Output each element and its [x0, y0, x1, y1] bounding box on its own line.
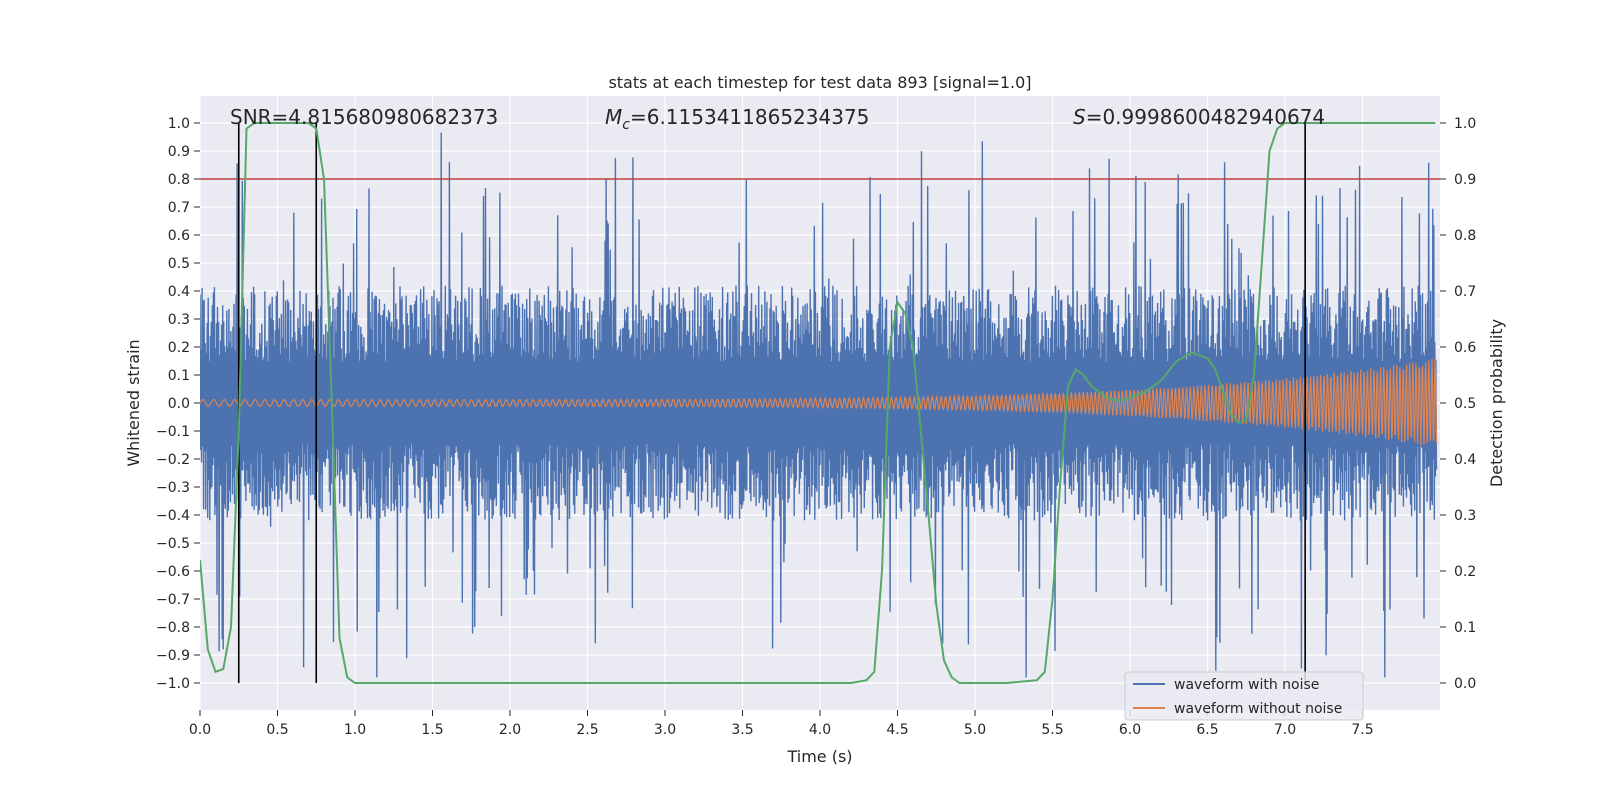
x-tick-label: 4.0 [809, 722, 831, 738]
x-tick-label: 1.5 [421, 722, 443, 738]
left-axis-ticks: 1.0 0.9 0.8 0.7 0.6 0.5 0.4 0.3 0.2 0.1 0.0 −0.1 −0.… [156, 116, 200, 692]
legend: waveform with noise waveform without noi… [1124, 671, 1364, 721]
score-value: =0.9998600482940674 [1086, 105, 1325, 129]
x-tick-label: 1.0 [344, 722, 366, 738]
chirp-mass-subscript: c [622, 117, 630, 133]
y2-axis-title: Detection probability [1487, 319, 1506, 487]
y-tick-label: −0.3 [156, 480, 190, 496]
x-tick-label: 0.0 [189, 722, 211, 738]
y2-tick-label: 0.6 [1454, 340, 1476, 356]
y-tick-label: −0.6 [156, 564, 190, 580]
right-axis-ticks: 1.0 0.9 0.8 0.7 0.6 0.5 0.4 0.3 0.2 0.1 0.0 [1440, 116, 1476, 692]
y-axis-title: Whitened strain [124, 339, 143, 466]
y2-tick-label: 0.7 [1454, 284, 1476, 300]
y2-tick-label: 0.4 [1454, 452, 1476, 468]
y-tick-label: −0.8 [156, 620, 190, 636]
x-tick-label: 3.0 [654, 722, 676, 738]
y2-tick-label: 1.0 [1454, 116, 1476, 132]
y-tick-label: 0.8 [168, 172, 190, 188]
noise-waveform-line [200, 132, 1438, 678]
y-tick-label: 0.5 [168, 256, 190, 272]
x-tick-label: 2.0 [499, 722, 521, 738]
chirp-mass-annotation: Mc=6.1153411865234375 [605, 105, 869, 133]
y-tick-label: −0.4 [156, 508, 190, 524]
y-tick-label: −1.0 [156, 676, 190, 692]
y-tick-label: −0.5 [156, 536, 190, 552]
chart-title: stats at each timestep for test data 893… [608, 73, 1031, 92]
x-tick-label: 5.0 [964, 722, 986, 738]
x-tick-label: 2.5 [576, 722, 598, 738]
y2-tick-label: 0.3 [1454, 508, 1476, 524]
y-tick-label: 0.7 [168, 200, 190, 216]
x-tick-label: 0.5 [266, 722, 288, 738]
x-tick-label: 7.5 [1351, 722, 1373, 738]
y-tick-label: −0.7 [156, 592, 190, 608]
y-tick-label: 0.4 [168, 284, 190, 300]
y-tick-label: 0.2 [168, 340, 190, 356]
chirp-mass-symbol: M [605, 105, 622, 129]
legend-box [1124, 671, 1364, 721]
y2-tick-label: 0.5 [1454, 396, 1476, 412]
y-tick-label: 0.0 [168, 396, 190, 412]
x-tick-label: 3.5 [731, 722, 753, 738]
y2-tick-label: 0.8 [1454, 228, 1476, 244]
legend-label-noise: waveform with noise [1174, 677, 1319, 693]
x-tick-label: 6.0 [1119, 722, 1141, 738]
y2-tick-label: 0.0 [1454, 676, 1476, 692]
legend-label-clean: waveform without noise [1174, 701, 1342, 717]
score-annotation: S=0.9998600482940674 [1073, 105, 1325, 129]
y-tick-label: 0.3 [168, 312, 190, 328]
y-tick-label: −0.1 [156, 424, 190, 440]
x-tick-label: 7.0 [1274, 722, 1296, 738]
score-symbol: S [1073, 105, 1086, 129]
x-tick-label: 5.5 [1041, 722, 1063, 738]
y-tick-label: 1.0 [168, 116, 190, 132]
x-axis-title: Time (s) [786, 747, 852, 766]
x-tick-label: 6.5 [1196, 722, 1218, 738]
y2-tick-label: 0.2 [1454, 564, 1476, 580]
y-tick-label: 0.6 [168, 228, 190, 244]
detection-probability-line [200, 122, 1436, 684]
y2-tick-label: 0.9 [1454, 172, 1476, 188]
y-tick-label: −0.2 [156, 452, 190, 468]
y-tick-label: 0.1 [168, 368, 190, 384]
clean-waveform-line [200, 358, 1438, 446]
snr-annotation: SNR=4.815680980682373 [230, 105, 498, 129]
y-tick-label: 0.9 [168, 144, 190, 160]
x-tick-label: 4.5 [886, 722, 908, 738]
y-tick-label: −0.9 [156, 648, 190, 664]
chirp-mass-value: =6.1153411865234375 [630, 105, 869, 129]
y2-tick-label: 0.1 [1454, 620, 1476, 636]
